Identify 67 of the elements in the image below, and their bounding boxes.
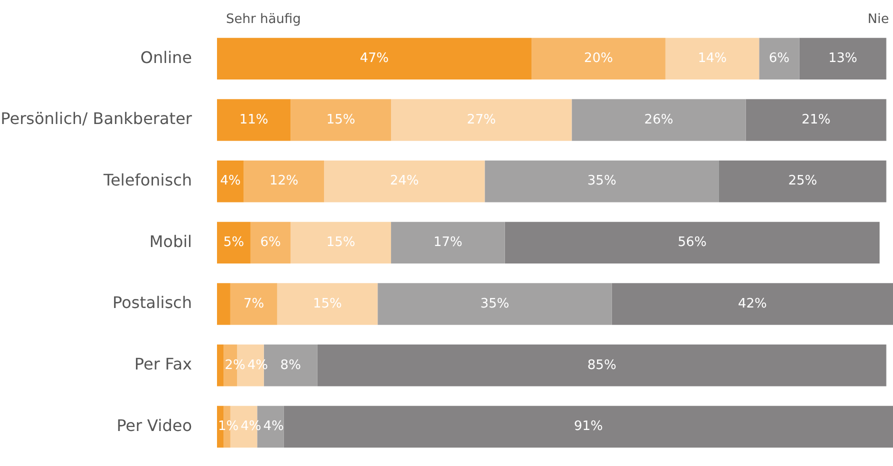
bar bbox=[290, 222, 392, 264]
bar bbox=[277, 283, 378, 325]
bar bbox=[217, 38, 532, 80]
bar bbox=[324, 160, 485, 202]
data-label: 20% bbox=[584, 51, 613, 66]
bar bbox=[572, 99, 746, 141]
data-label: 5% bbox=[223, 235, 244, 250]
bar bbox=[799, 38, 886, 80]
bar bbox=[759, 38, 800, 80]
bar bbox=[484, 160, 719, 202]
bar bbox=[217, 344, 224, 386]
bar bbox=[317, 344, 886, 386]
data-label: 25% bbox=[788, 174, 818, 189]
data-label: 6% bbox=[768, 51, 790, 66]
y-tick-label: Mobil bbox=[149, 232, 192, 251]
data-label: 17% bbox=[433, 235, 462, 250]
bar bbox=[391, 99, 572, 141]
data-label: 15% bbox=[326, 112, 356, 128]
bar bbox=[746, 99, 886, 141]
data-label: 15% bbox=[312, 296, 342, 312]
y-tick-label: Postalisch bbox=[112, 293, 192, 312]
bar bbox=[290, 99, 392, 141]
bar bbox=[718, 160, 886, 202]
bar bbox=[244, 160, 324, 202]
y-tick-label: Telefonisch bbox=[102, 170, 192, 190]
y-tick-label: Per Fax bbox=[134, 354, 192, 374]
y-tick-label: Persönlich/ Bankberater bbox=[0, 109, 192, 128]
bar bbox=[217, 283, 230, 325]
annotation: Nie bbox=[868, 12, 889, 27]
data-label: 35% bbox=[480, 296, 510, 312]
data-label: 14% bbox=[698, 51, 727, 66]
bar bbox=[391, 222, 505, 264]
data-label: 4% bbox=[263, 419, 284, 434]
data-label: 56% bbox=[678, 235, 707, 250]
bar bbox=[217, 160, 244, 202]
bar bbox=[217, 99, 291, 141]
data-label: 27% bbox=[466, 112, 496, 128]
data-label: 26% bbox=[644, 112, 674, 128]
bar bbox=[378, 283, 612, 325]
bar bbox=[504, 222, 880, 264]
data-label: 35% bbox=[587, 174, 616, 189]
data-label: 24% bbox=[390, 174, 419, 189]
bar bbox=[284, 406, 893, 448]
y-tick-label: Online bbox=[140, 48, 192, 67]
data-label: 42% bbox=[738, 296, 767, 312]
data-label: 13% bbox=[828, 51, 858, 66]
bar bbox=[230, 283, 278, 325]
bar bbox=[217, 222, 250, 264]
data-label: 4% bbox=[220, 174, 241, 189]
data-label: 11% bbox=[239, 112, 268, 128]
data-label: 6% bbox=[260, 235, 281, 250]
data-label: 8% bbox=[280, 358, 301, 373]
data-label: 15% bbox=[326, 235, 356, 250]
data-label: 2% bbox=[224, 358, 246, 373]
bar bbox=[612, 283, 893, 325]
data-label: 91% bbox=[574, 419, 603, 434]
data-label: 47% bbox=[360, 51, 389, 66]
bar bbox=[250, 222, 291, 264]
data-label: 21% bbox=[802, 112, 830, 128]
data-label: 1% bbox=[218, 419, 239, 434]
bar bbox=[665, 38, 760, 80]
data-label: 85% bbox=[587, 358, 616, 373]
data-label: 12% bbox=[269, 174, 298, 189]
bar bbox=[532, 38, 666, 80]
data-label: 7% bbox=[244, 296, 264, 312]
y-tick-label: Per Video bbox=[116, 416, 192, 435]
annotation: Sehr häufig bbox=[226, 12, 301, 27]
